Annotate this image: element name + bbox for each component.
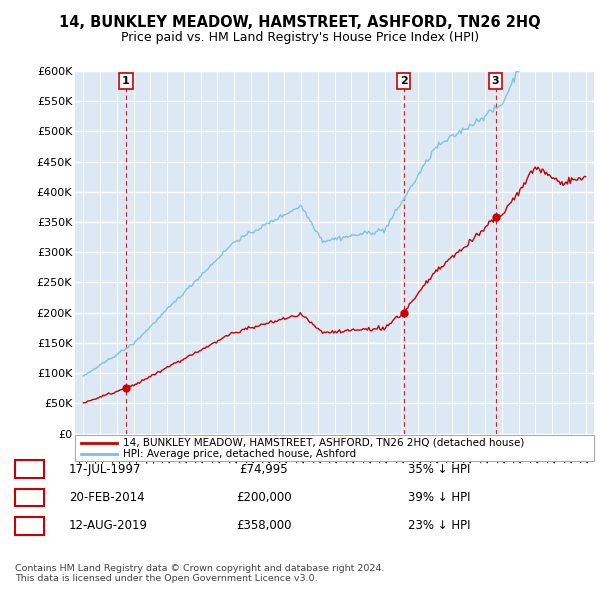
Text: 20-FEB-2014: 20-FEB-2014: [69, 491, 145, 504]
Text: 35% ↓ HPI: 35% ↓ HPI: [408, 463, 470, 476]
Text: 23% ↓ HPI: 23% ↓ HPI: [408, 519, 470, 532]
Text: 2: 2: [400, 76, 407, 86]
Text: 14, BUNKLEY MEADOW, HAMSTREET, ASHFORD, TN26 2HQ: 14, BUNKLEY MEADOW, HAMSTREET, ASHFORD, …: [59, 15, 541, 30]
Text: 1: 1: [122, 76, 130, 86]
Text: £358,000: £358,000: [236, 519, 292, 532]
Text: 17-JUL-1997: 17-JUL-1997: [69, 463, 142, 476]
Text: 39% ↓ HPI: 39% ↓ HPI: [408, 491, 470, 504]
Text: £200,000: £200,000: [236, 491, 292, 504]
Text: 12-AUG-2019: 12-AUG-2019: [69, 519, 148, 532]
Text: Price paid vs. HM Land Registry's House Price Index (HPI): Price paid vs. HM Land Registry's House …: [121, 31, 479, 44]
Text: 14, BUNKLEY MEADOW, HAMSTREET, ASHFORD, TN26 2HQ (detached house): 14, BUNKLEY MEADOW, HAMSTREET, ASHFORD, …: [123, 438, 524, 448]
Text: Contains HM Land Registry data © Crown copyright and database right 2024.
This d: Contains HM Land Registry data © Crown c…: [15, 563, 385, 583]
Text: HPI: Average price, detached house, Ashford: HPI: Average price, detached house, Ashf…: [123, 449, 356, 459]
Text: 3: 3: [492, 76, 499, 86]
Text: 3: 3: [25, 519, 34, 532]
Text: 2: 2: [25, 491, 34, 504]
Text: 1: 1: [25, 463, 34, 476]
Text: £74,995: £74,995: [239, 463, 289, 476]
